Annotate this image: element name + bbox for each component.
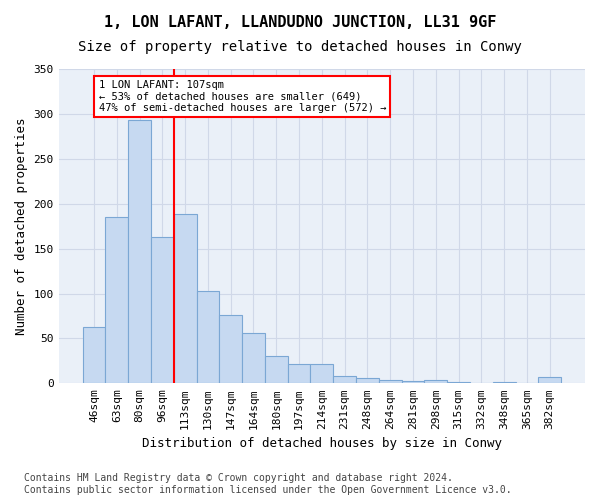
Bar (83, 326, 106, 384)
Text: Contains HM Land Registry data © Crown copyright and database right 2024.
Contai: Contains HM Land Registry data © Crown c… (24, 474, 512, 495)
Bar (493, 382, 515, 384)
Bar (151, 237, 174, 384)
Y-axis label: Number of detached properties: Number of detached properties (15, 118, 28, 335)
Text: Size of property relative to detached houses in Conwy: Size of property relative to detached ho… (78, 40, 522, 54)
Bar (106, 217, 128, 384)
Bar (242, 333, 265, 384)
Bar (356, 378, 379, 384)
X-axis label: Distribution of detached houses by size in Conwy: Distribution of detached houses by size … (142, 437, 502, 450)
Bar (287, 364, 310, 384)
Bar (310, 364, 333, 384)
Bar (197, 291, 220, 384)
Bar (174, 214, 197, 384)
Bar (220, 315, 242, 384)
Text: 1 LON LAFANT: 107sqm
← 53% of detached houses are smaller (649)
47% of semi-deta: 1 LON LAFANT: 107sqm ← 53% of detached h… (98, 80, 386, 113)
Bar (333, 376, 356, 384)
Bar (401, 380, 424, 384)
Bar (538, 377, 561, 384)
Bar (128, 120, 151, 384)
Bar (379, 380, 401, 384)
Bar (424, 380, 447, 384)
Bar (447, 382, 470, 384)
Text: 1, LON LAFANT, LLANDUDNO JUNCTION, LL31 9GF: 1, LON LAFANT, LLANDUDNO JUNCTION, LL31 … (104, 15, 496, 30)
Bar (265, 356, 287, 384)
